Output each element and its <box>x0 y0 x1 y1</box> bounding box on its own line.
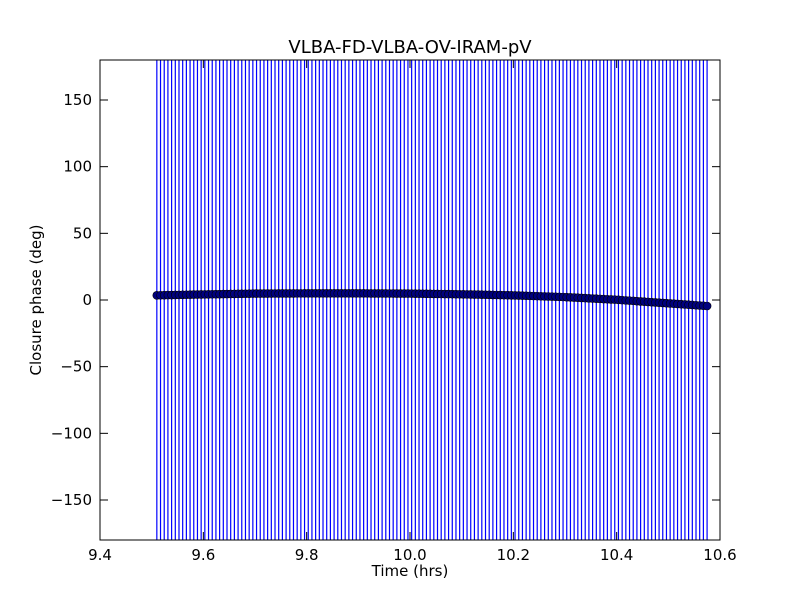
y-tick-label: 0 <box>82 291 92 309</box>
x-axis-label: Time (hrs) <box>371 562 449 580</box>
plot-area <box>152 60 712 540</box>
x-tick-label: 9.8 <box>295 546 319 564</box>
x-tick-label: 10.0 <box>393 546 426 564</box>
y-tick-label: −100 <box>51 424 92 442</box>
x-tick-label: 10.2 <box>497 546 530 564</box>
data-point <box>702 301 712 311</box>
y-axis-label: Closure phase (deg) <box>27 225 45 376</box>
y-axis: 150 100 50 0 −50 −100 −150 <box>51 91 720 509</box>
x-tick-label: 9.6 <box>191 546 215 564</box>
x-tick-label: 10.6 <box>703 546 736 564</box>
y-tick-label: 100 <box>63 158 92 176</box>
x-tick-label: 9.4 <box>88 546 112 564</box>
y-tick-label: 50 <box>73 224 92 242</box>
y-tick-label: −50 <box>60 358 92 376</box>
x-tick-label: 10.4 <box>600 546 633 564</box>
x-axis: 9.4 9.6 9.8 10.0 10.2 10.4 10.6 <box>88 60 737 564</box>
y-tick-label: 150 <box>63 91 92 109</box>
y-tick-label: −150 <box>51 491 92 509</box>
chart-title: VLBA-FD-VLBA-OV-IRAM-pV <box>288 37 532 58</box>
